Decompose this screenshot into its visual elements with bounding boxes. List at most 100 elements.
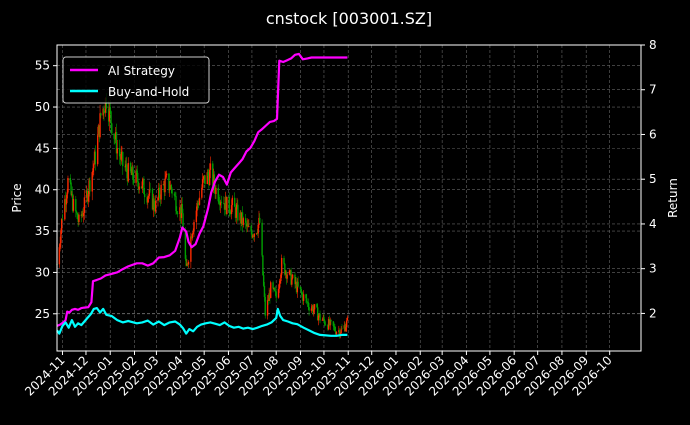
candle-body [179,207,182,218]
candle-body [119,156,122,160]
candle-body [107,108,110,122]
candle-body [187,263,189,265]
candle-body [219,201,222,206]
candle-body [229,211,231,214]
candle-body [113,133,115,139]
candle-body [338,330,341,336]
candle-body [284,271,287,275]
candle-body [171,189,173,194]
candle-body [308,307,310,311]
candle-body [174,195,176,197]
candle-body [64,199,66,220]
candle-body [140,186,143,189]
candle-body [279,280,281,284]
candle-body [263,285,266,297]
candle-body [196,203,198,211]
candle-body [67,177,69,193]
candle-body [316,307,319,321]
candle-body [306,301,309,303]
candle-body [78,214,80,223]
candle-body [127,162,129,182]
candle-body [72,199,75,211]
candle-body [169,189,171,191]
candle-body [100,113,102,116]
candle-body [77,218,79,223]
candle-body [93,151,96,165]
candle-body [251,231,253,238]
candle-body [252,235,254,238]
candle-body [297,281,299,287]
series-layer [56,52,348,337]
candle-body [125,164,127,168]
candle-body [305,294,307,299]
candle-body [60,230,62,244]
candle-body [86,190,89,202]
candle-body [175,196,177,212]
candle-body [126,172,129,182]
candle-body [266,299,269,316]
candle-body [83,197,86,213]
candle-body [248,226,250,227]
candle-body [201,178,204,188]
candle-body [223,203,226,210]
candle-body [69,177,72,183]
candle-body [204,175,206,185]
y2-tick-label: 8 [649,38,657,52]
candle-body [234,206,237,218]
candle-body [208,176,210,186]
candle-body [299,286,302,290]
legend-box [62,56,210,104]
candle-body [270,282,272,299]
candle-body [312,306,314,313]
candle-body [258,217,260,225]
candle-body [165,175,167,179]
candle-body [225,196,227,215]
candle-body [132,166,134,180]
candle-body [289,270,291,272]
candle-body [147,195,150,198]
candle-body [264,296,266,316]
candle-body [103,108,105,113]
candle-body [302,293,304,301]
candle-body [268,293,270,301]
candle-body [111,123,113,134]
candle-body [231,197,234,206]
candle-body [179,207,181,215]
candle-body [259,217,261,223]
candle-body [338,330,340,333]
candle-body [164,178,166,193]
candle-body [97,125,100,136]
candle-body [208,169,211,186]
y-tick-label: 30 [35,265,50,279]
candle-body [115,132,117,140]
candle-body [186,263,188,266]
candle-body [65,198,68,205]
candle-body [215,187,217,194]
candle-body [82,214,84,216]
candle-body [252,235,255,237]
candle-body [138,186,140,190]
candle-body [206,172,209,185]
candle-body [64,199,67,205]
candle-body [335,332,338,335]
candle-body [82,212,85,216]
y-tick-label: 45 [35,141,50,155]
candle-body [316,304,318,308]
legend-label-buy-and-hold: Buy-and-Hold [108,85,189,99]
candle-body [197,203,199,204]
candle-body [242,218,245,225]
candle-body [323,317,325,321]
candle-body [61,218,64,220]
candle-body [220,201,223,204]
candle-body [214,186,216,194]
candle-body [184,229,187,259]
candle-body [75,199,77,212]
candle-body [333,325,335,327]
legend-label-ai-strategy: AI Strategy [108,64,175,78]
candle-body [310,308,313,311]
candle-body [343,325,346,329]
candle-body [224,196,227,210]
candle-body [130,171,133,175]
candle-body [81,214,83,216]
candle-body [313,309,315,313]
